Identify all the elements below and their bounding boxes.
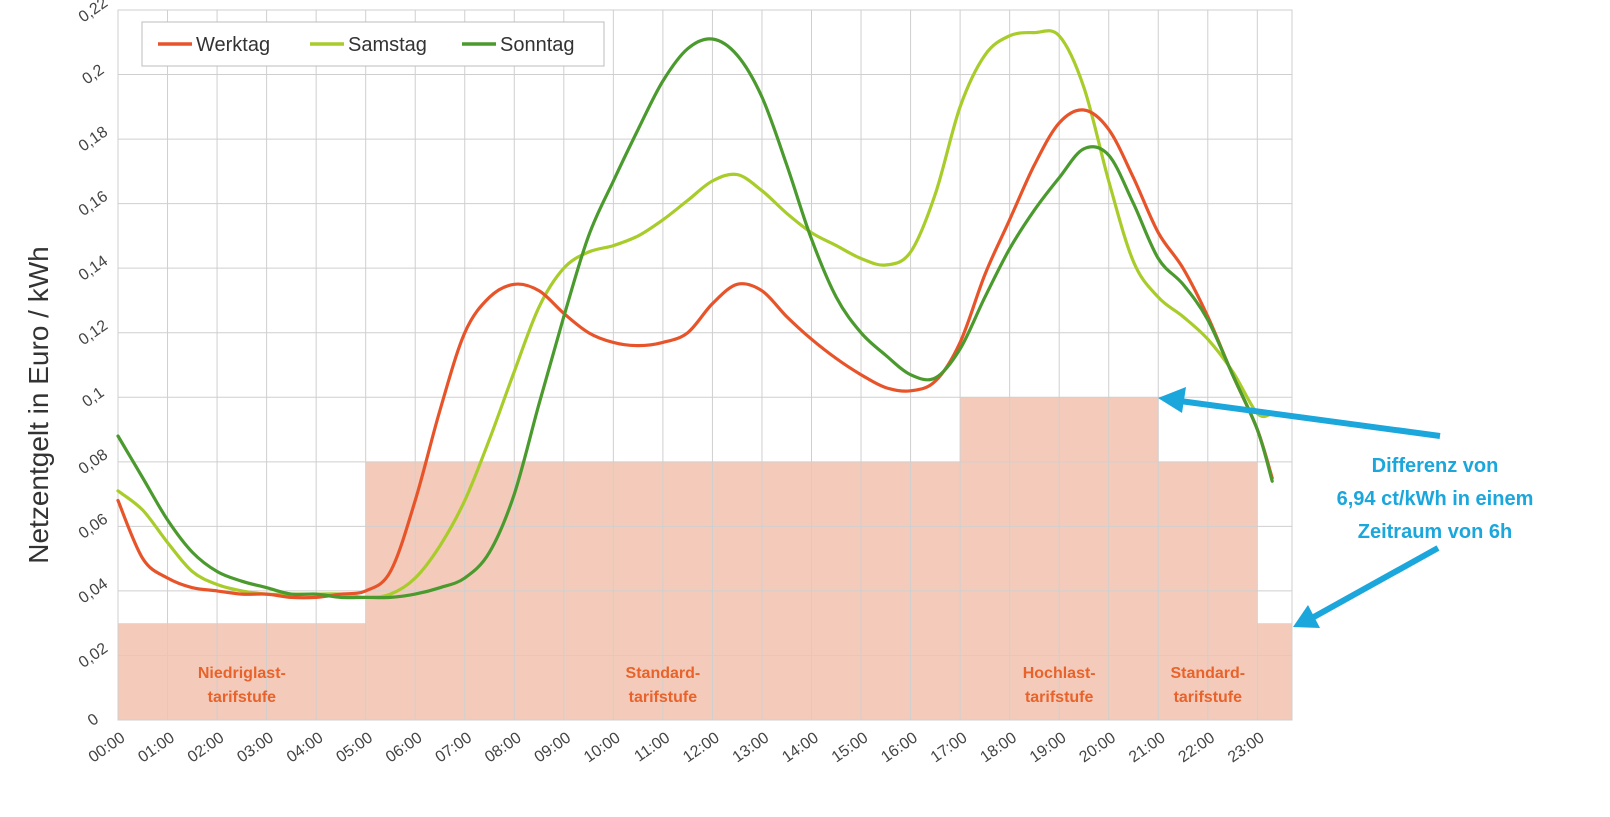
- x-tick-label: 16:00: [878, 729, 921, 766]
- x-tick-label: 17:00: [928, 729, 971, 766]
- legend-label-sonntag: Sonntag: [500, 34, 575, 56]
- tariff-label-2-1: tarifstufe: [1025, 689, 1094, 706]
- y-tick-label: 0,08: [76, 446, 111, 478]
- tariff-label-3-0: Standard-: [1170, 665, 1245, 682]
- arrow-upper-icon: [1158, 387, 1441, 439]
- tariff-step-0: [118, 623, 366, 720]
- x-tick-label: 04:00: [284, 729, 327, 766]
- y-tick-label: 0,12: [76, 317, 111, 349]
- x-tick-label: 06:00: [383, 729, 426, 766]
- legend-label-werktag: Werktag: [196, 34, 270, 56]
- annotation-line-2: 6,94 ct/kWh in einem: [1337, 488, 1534, 510]
- grid: [117, 9, 1293, 721]
- x-axis-ticks: 00:00 01:00 02:00 03:00 04:00 05:00 06:00 07:00…: [86, 729, 1268, 766]
- x-tick-label: 07:00: [432, 729, 475, 766]
- annotation-line-1: Differenz von: [1372, 455, 1499, 477]
- x-tick-label: 20:00: [1076, 729, 1119, 766]
- series-line-werktag: [116, 108, 1274, 600]
- x-tick-label: 00:00: [86, 729, 129, 766]
- annotation: Differenz von 6,94 ct/kWh in einem Zeitr…: [1158, 387, 1533, 628]
- x-tick-label: 08:00: [482, 729, 525, 766]
- y-axis-ticks: 0 0,02 0,04 0,06 0,08 0,1 0,12 0,14 0,16 0,18 0,2 0…: [76, 0, 111, 730]
- tariff-label-1-0: Standard-: [626, 665, 701, 682]
- y-tick-label: 0,22: [76, 0, 111, 26]
- tariff-label-0-0: Niedriglast-: [198, 665, 286, 682]
- y-tick-label: 0,1: [79, 384, 107, 411]
- x-tick-label: 22:00: [1176, 729, 1219, 766]
- x-tick-label: 02:00: [185, 729, 228, 766]
- tariff-labels: Niedriglast-tarifstufe Standard-tarifstuf…: [198, 665, 1245, 706]
- arrow-lower-icon: [1293, 545, 1440, 628]
- x-tick-label: 03:00: [234, 729, 277, 766]
- tariff-label-3-1: tarifstufe: [1174, 689, 1243, 706]
- y-tick-label: 0,18: [76, 123, 111, 155]
- x-tick-label: 19:00: [1027, 729, 1070, 766]
- y-tick-label: 0,16: [76, 188, 111, 220]
- x-tick-label: 14:00: [779, 729, 822, 766]
- annotation-line-3: Zeitraum von 6h: [1358, 521, 1512, 543]
- x-tick-label: 01:00: [135, 729, 178, 766]
- x-tick-label: 11:00: [632, 729, 674, 765]
- y-axis-label: Netzentgelt in Euro / kWh: [23, 246, 54, 563]
- x-tick-label: 13:00: [730, 729, 773, 766]
- tariff-step-4: [1257, 623, 1292, 720]
- x-tick-label: 15:00: [829, 729, 872, 766]
- x-tick-label: 23:00: [1225, 729, 1268, 766]
- legend-box: [141, 21, 605, 67]
- legend: Werktag Samstag Sonntag: [141, 21, 605, 67]
- legend-label-samstag: Samstag: [348, 34, 427, 56]
- tariff-label-0-1: tarifstufe: [208, 689, 277, 706]
- y-tick-label: 0,2: [79, 61, 107, 88]
- x-tick-label: 21:00: [1126, 729, 1169, 766]
- x-tick-label: 05:00: [333, 729, 376, 766]
- series-lines: [116, 29, 1274, 600]
- tariff-label-1-1: tarifstufe: [629, 689, 698, 706]
- x-tick-label: 18:00: [977, 729, 1020, 766]
- y-tick-label: 0,14: [76, 253, 111, 285]
- y-tick-label: 0,04: [76, 575, 111, 607]
- tariff-steps: [118, 397, 1292, 720]
- y-tick-label: 0: [85, 711, 102, 730]
- series-line-sonntag: [116, 37, 1274, 600]
- tariff-label-2-0: Hochlast-: [1023, 665, 1096, 682]
- y-tick-label: 0,06: [76, 511, 111, 543]
- x-tick-label: 09:00: [532, 729, 575, 766]
- x-tick-label: 12:00: [680, 729, 723, 766]
- y-tick-label: 0,02: [76, 640, 111, 672]
- x-tick-label: 10:00: [581, 729, 624, 766]
